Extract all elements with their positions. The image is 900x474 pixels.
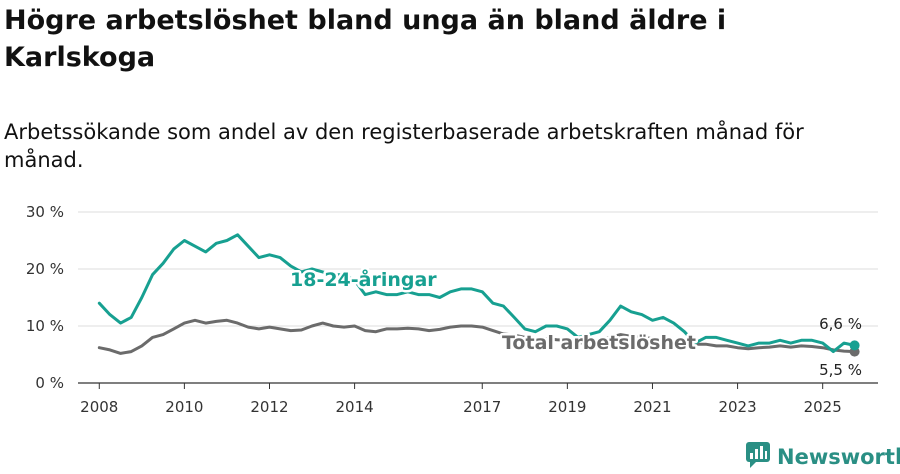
total-end-value-label: 5,5 % (819, 361, 862, 379)
brand-logo: Newsworthy (745, 442, 900, 472)
chart-title: Högre arbetslöshet bland unga än bland ä… (4, 5, 727, 73)
series-layer (97, 233, 860, 357)
x-tick-label: 2023 (718, 398, 756, 416)
x-tick-label: 2010 (165, 398, 203, 416)
chart-subtitle: Arbetssökande som andel av den registerb… (4, 120, 804, 172)
axis-layer: 0 % 10 % 20 % 30 % 2008 2010 2012 2014 2017 2019 2… (26, 203, 878, 416)
x-tick-label: 2012 (250, 398, 288, 416)
label-layer: 18-24-åringar Total arbetslöshet 6,6 % 5,5 … (288, 265, 863, 380)
youth-end-value-label: 6,6 % (819, 315, 862, 333)
y-tick-label: 10 % (26, 317, 64, 335)
y-tick-label: 30 % (26, 203, 64, 221)
grid-layer (78, 211, 878, 327)
newsworthy-logo-icon (745, 441, 771, 473)
x-tick-label: 2021 (633, 398, 671, 416)
brand-name: Newsworthy (777, 445, 900, 469)
y-tick-label: 20 % (26, 260, 64, 278)
total-series-line (97, 318, 857, 355)
line-chart: 0 % 10 % 20 % 30 % 2008 2010 2012 2014 2017 2019 2… (26, 203, 878, 416)
total-series-label: Total arbetslöshet (502, 332, 696, 354)
y-tick-label: 0 % (35, 374, 64, 392)
x-tick-label: 2014 (336, 398, 374, 416)
x-tick-label: 2008 (80, 398, 118, 416)
youth-series-line (97, 233, 857, 354)
x-tick-label: 2025 (804, 398, 842, 416)
youth-end-marker (849, 340, 860, 351)
x-tick-label: 2019 (548, 398, 586, 416)
x-tick-label: 2017 (463, 398, 501, 416)
youth-series-label: 18-24-åringar (290, 267, 437, 291)
